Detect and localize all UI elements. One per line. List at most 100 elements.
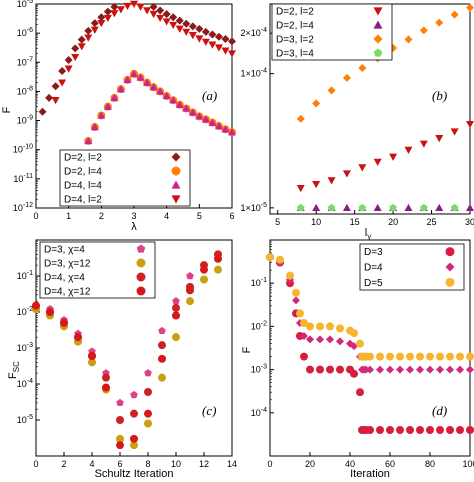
y-tick-label: 10-3 [251,364,267,375]
data-point [90,123,99,131]
panel-label: (c) [202,403,216,418]
legend-label: D=2, l=4 [64,167,102,178]
data-point [404,203,413,212]
data-point [426,365,434,374]
series-3 [51,0,236,105]
data-point [97,111,106,119]
data-point [130,69,138,78]
y-axis-label: F [241,346,253,353]
data-point [327,177,336,185]
data-point [32,301,40,310]
legend-marker [136,286,146,296]
y-axis-label: FSC [7,361,21,379]
y-axis-label: F [1,106,13,113]
data-point [162,91,171,100]
data-point [188,31,197,40]
data-point [336,324,344,333]
data-point [292,288,300,297]
data-point [158,373,166,382]
legend-label: D=4, χ=4 [44,273,85,284]
data-point [396,365,404,374]
data-point [130,0,138,8]
data-point [103,102,112,110]
data-point [327,86,336,95]
data-point [436,352,444,361]
legend-label: D=3, χ=4 [44,245,85,256]
data-point [292,296,300,305]
y-tick-label: 10-2 [251,320,267,331]
data-point [350,329,358,338]
data-point [169,96,178,104]
panel-0: 0 1 2 3 4 5 6 10-12 10-11 10-10 10-9 10-8 10-7 10-6 10… [1,0,236,233]
data-point [103,14,112,23]
data-point [136,73,145,81]
data-point [144,409,152,418]
x-tick-label: 2 [61,459,66,469]
legend: D=3, χ=4 D=3, χ=12 D=4, χ=4 D=4, χ=12 [39,241,156,299]
data-point [326,365,334,374]
data-point [312,181,321,189]
data-point [77,35,86,44]
data-point [366,425,374,434]
data-point [88,351,96,360]
data-point [296,185,305,193]
data-point [419,26,428,35]
data-point [58,67,67,76]
legend-marker [445,247,455,257]
y-tick-label: 10-1 [251,277,267,288]
plot-frame [269,239,471,457]
x-tick-label: 6 [229,211,234,221]
data-point [450,203,459,212]
legend-marker [171,195,181,204]
data-point [296,203,305,212]
data-point [200,265,208,274]
data-point [456,352,464,361]
data-point [116,441,124,450]
data-point [356,388,364,397]
x-tick-label: 10 [311,217,321,227]
data-point [172,297,180,305]
data-point [296,309,304,318]
x-tick-label: 30 [465,217,474,227]
data-point [156,14,165,23]
data-point [130,441,138,450]
data-point [228,37,236,46]
data-point [169,13,178,22]
x-tick-label: 1 [66,211,71,221]
y-tick-label: 1×10-4 [240,68,267,79]
data-point [404,146,413,154]
data-point [201,115,210,123]
legend-marker [373,20,383,29]
data-point [214,32,223,41]
data-point [228,50,236,58]
data-point [376,352,384,361]
data-point [358,164,367,172]
data-point [276,255,284,264]
legend-marker [136,244,146,253]
y-tick-label: 10-4 [17,378,33,389]
series-0 [296,120,474,193]
data-point [366,352,374,361]
x-axis-label: λ [131,221,137,233]
data-point [316,322,324,331]
data-point [195,112,204,120]
data-point [373,203,382,212]
series-1 [296,203,474,212]
x-tick-label: 40 [345,459,355,469]
x-tick-label: 14 [227,459,237,469]
data-point [123,75,132,84]
data-point [466,3,474,12]
legend-label: D=4, χ=12 [44,287,91,298]
data-point [416,365,424,374]
data-point [195,24,204,33]
legend: D=3 D=4 D=5 [359,243,465,291]
data-point [84,136,93,145]
legend-marker [373,7,383,16]
y-tick-label: 10-12 [13,202,33,213]
legend-marker [171,180,181,189]
data-point [306,335,314,344]
series-3 [32,254,222,450]
data-point [373,158,382,166]
data-point [158,354,166,363]
data-point [435,18,444,27]
